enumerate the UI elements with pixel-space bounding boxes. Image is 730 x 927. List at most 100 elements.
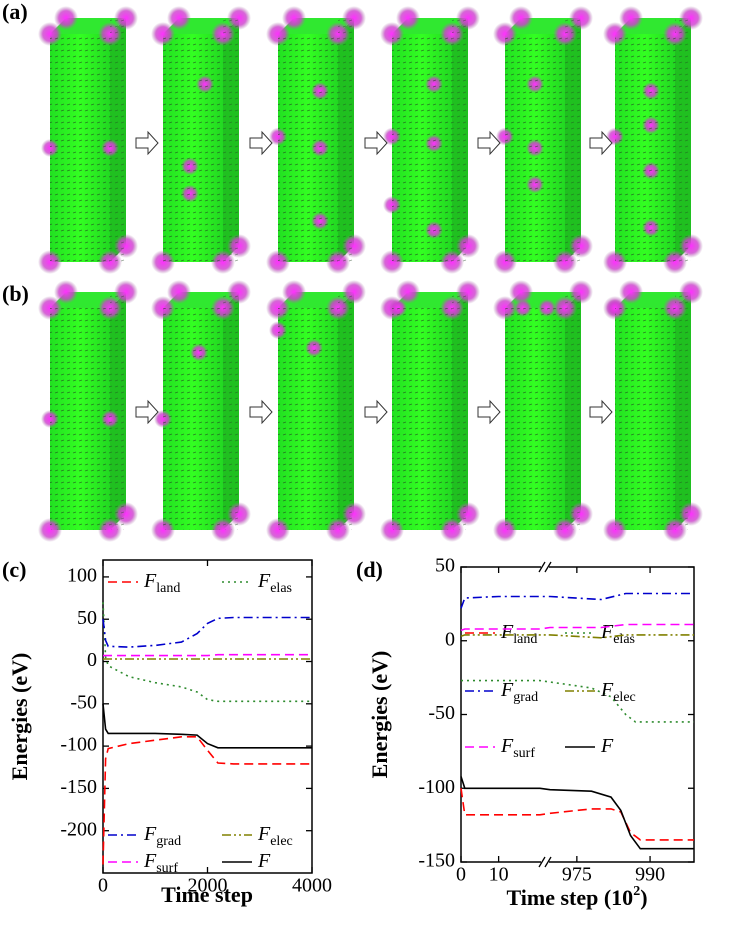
y-axis-label: Energies (eV) [7,653,32,781]
y-tick-label: 100 [67,565,97,587]
plot-frame [460,566,695,863]
block [380,280,480,542]
block [493,6,593,274]
dipole-texture [278,34,338,262]
transition-arrow [477,130,501,156]
y-tick-label: -100 [418,776,455,798]
polarization-vortex [54,6,78,30]
legend-name: F [143,850,157,872]
series-line [102,736,312,865]
transition-arrow [589,130,613,156]
plot-frame [102,559,313,874]
legend-name: F [257,570,271,592]
x-tick-label: 2000 [188,875,228,897]
series-line [103,653,312,657]
legend-subscript: elas [270,581,292,596]
polarization-vortex [282,280,306,304]
y-axis-label: Energies (eV) [367,651,392,779]
dipole-texture [50,34,110,262]
x-axis-label-end: ) [640,885,647,910]
legend-name: F [600,621,614,643]
dipole-texture [338,292,354,530]
polarization-vortex [282,6,306,30]
legend-name: F [143,823,157,845]
polarization-vortex [396,6,420,30]
x-tick-label: 0 [456,864,466,886]
transition-arrow [364,130,388,156]
polarization-vortex [509,280,533,304]
series-line [460,623,694,632]
legend-name: F [600,679,614,701]
legend-entry: Fland [500,621,537,648]
legend-entry: Felec [257,823,293,850]
series-line [102,703,312,749]
polarization-vortex [619,280,643,304]
transition-arrow [589,399,613,425]
y-tick-label: -200 [60,818,97,840]
series-line [460,788,694,841]
y-tick-label: 50 [435,555,455,577]
legend-subscript: elec [270,834,293,849]
y-tick-label: -50 [70,691,97,713]
block [38,6,138,274]
y-tick-label: 0 [87,649,97,671]
legend-name: F [143,570,157,592]
dipole-texture [565,292,581,530]
dipole-texture [452,18,468,262]
series-line [461,679,694,723]
panel-label: (b) [2,281,29,306]
legend-name: F [257,823,271,845]
transition-arrow [249,399,273,425]
dipole-texture [223,292,239,530]
series-line [460,776,694,850]
x-axis-label-sup: 2 [633,884,640,899]
dipole-texture [50,308,110,530]
legend-name: F [500,679,514,701]
axis-break-mark [538,856,546,868]
legend-entry: Fgrad [500,679,538,706]
panel-label: (a) [2,0,28,24]
block [266,280,366,542]
legend-name: F [600,735,614,757]
y-tick-label: -50 [428,702,455,724]
x-tick-label: 4000 [292,875,332,897]
legend-subscript: land [513,632,537,647]
dipole-texture [163,34,223,262]
dipole-texture [565,18,581,262]
axis-break-mark [544,561,552,573]
axis-break-gap [541,563,549,571]
polarization-vortex [167,280,191,304]
polarization-vortex [509,6,533,30]
y-tick-label: 0 [445,628,455,650]
y-tick-label: -100 [60,734,97,756]
legend-subscript: grad [513,690,538,705]
x-tick-label: 0 [98,875,108,897]
legend-entry: Fland [143,570,180,597]
legend-entry: Fsurf [500,735,535,762]
block [266,6,366,274]
legend-name: F [257,850,271,872]
series-line [460,634,694,639]
transition-arrow [135,399,159,425]
legend-entry: Felas [257,570,292,597]
dipole-texture [675,292,691,530]
chart: 100 50 0 -50 -100 -150 -200 0 2000 4000 (c) Energie… [2,557,332,907]
axis-break-mark [538,561,546,573]
transition-arrow [364,399,388,425]
series-line [102,616,312,648]
x-axis-label: Time step [161,882,253,907]
x-tick-label: 990 [635,864,665,886]
block [151,6,251,274]
panel-label: (d) [356,557,383,582]
y-tick-label: 50 [77,607,97,629]
block [603,280,703,542]
axis-break-mark [544,856,552,868]
transition-arrow [249,130,273,156]
x-axis-label-text: Time step (10 [506,885,633,910]
block [380,6,480,274]
polarization-vortex [167,6,191,30]
legend-name: F [500,735,514,757]
transition-arrow [135,130,159,156]
